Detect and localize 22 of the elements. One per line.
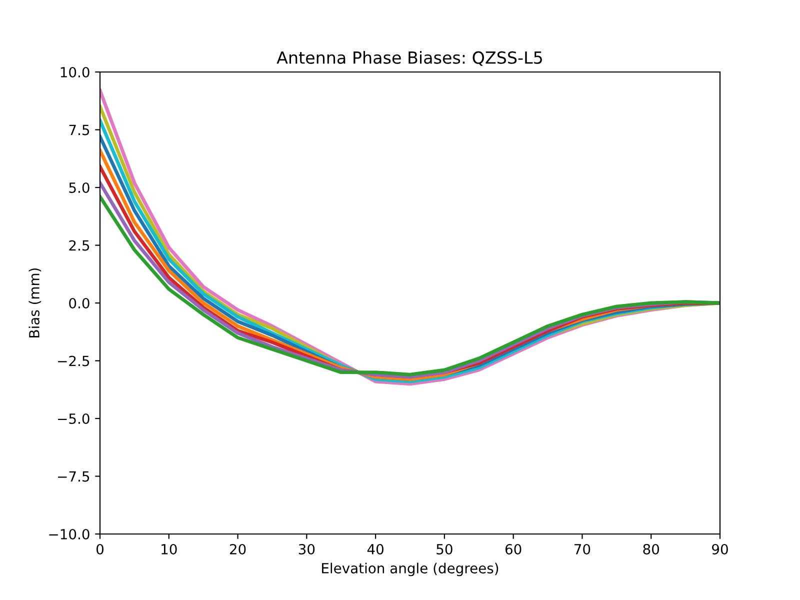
x-tick-label: 80 [643,544,660,554]
x-tick-label: 50 [436,544,452,554]
x-tick-label: 20 [230,544,246,554]
x-tick-label: 10 [162,544,177,554]
y-tick-label: −2.5 [58,356,90,366]
y-tick-label: −7.5 [58,471,90,482]
y-tick-label: −5.0 [58,413,90,424]
y-tick-label: 5.0 [69,182,90,193]
x-tick-label: 30 [298,544,315,554]
x-tick-label: 90 [712,544,728,554]
x-tick-label: 0 [96,544,104,554]
y-tick-label: −10.0 [49,528,90,540]
y-tick-label: 0.0 [69,298,90,308]
chart-title: Antenna Phase Biases: QZSS-L5 [276,51,542,66]
y-axis-title: Bias (mm) [28,268,42,338]
y-tick-label: 2.5 [69,240,90,251]
x-tick-label: 40 [367,544,384,554]
y-tick-label: 7.5 [69,124,90,136]
y-tick-label: 10.0 [60,66,90,78]
x-tick-label: 60 [505,544,522,554]
x-axis-title: Elevation angle (degrees) [322,562,498,576]
x-tick-label: 70 [574,544,590,554]
